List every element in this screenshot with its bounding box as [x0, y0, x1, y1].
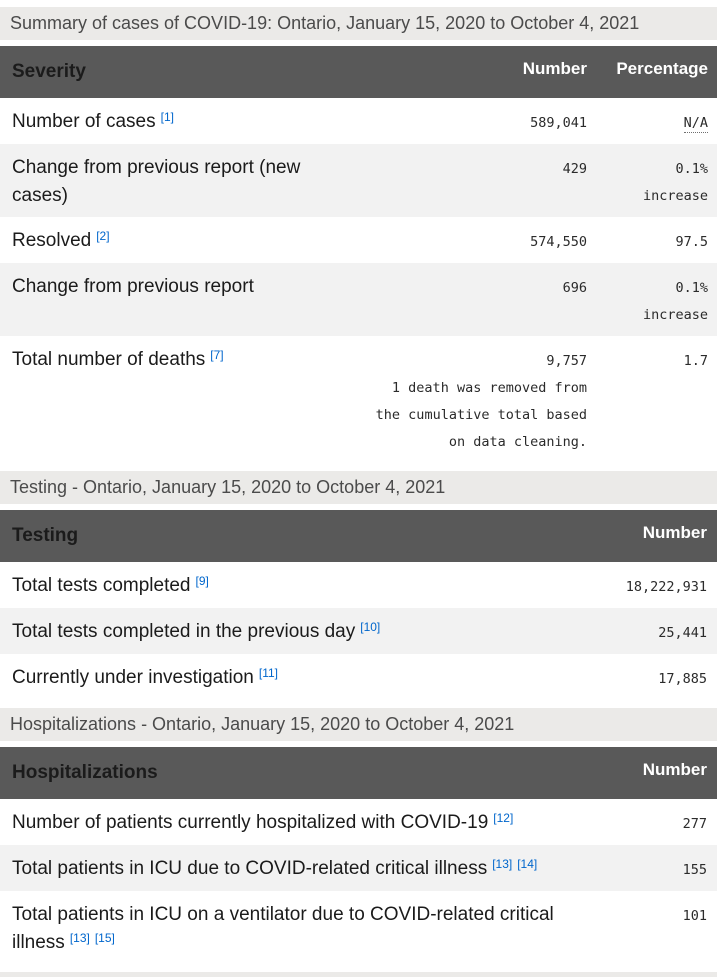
table-row-total-deaths: Total number of deaths [7] 9,757 1 death …	[0, 336, 717, 463]
header-cell-hospitalizations: Hospitalizations	[12, 762, 158, 783]
row-number-value: 9,757	[546, 353, 587, 369]
footnote-marker: [14]	[517, 857, 537, 871]
hospitalizations-table-header-row: Hospitalizations Number	[0, 747, 717, 799]
footnote-link-1[interactable]: [1]	[160, 110, 174, 124]
summary-of-cases-section: Summary of cases of COVID-19: Ontario, J…	[0, 7, 717, 463]
row-label: Total number of deaths	[12, 349, 206, 370]
row-number-value: 574,550	[530, 234, 587, 250]
footnote-link-7[interactable]: [7]	[210, 348, 224, 362]
summary-table-header-row: Severity Number Percentage	[0, 46, 717, 98]
footnote-link-10[interactable]: [10]	[360, 620, 381, 634]
table-row-change-previous-report: Change from previous report 696 0.1% inc…	[0, 263, 717, 336]
footnote-link-11[interactable]: [11]	[258, 666, 278, 680]
footnote-marker: [1]	[161, 110, 174, 124]
footnote-marker: [2]	[96, 229, 109, 243]
row-number-value: 25,441	[658, 625, 707, 641]
table-row-change-new-cases: Change from previous report (new cases) …	[0, 144, 717, 217]
testing-section-caption: Testing - Ontario, January 15, 2020 to O…	[0, 471, 717, 504]
hospitalizations-section: Hospitalizations - Ontario, January 15, …	[0, 708, 717, 964]
footnote-marker: [12]	[493, 811, 513, 825]
header-cell-number: Number	[642, 760, 707, 779]
row-number-value: 101	[682, 908, 707, 924]
footnote-marker: [15]	[95, 931, 115, 945]
row-percentage-value: 97.5	[675, 234, 708, 250]
table-row-resolved: Resolved [2] 574,550 97.5	[0, 217, 717, 263]
row-number-value: 277	[682, 816, 707, 832]
table-row-icu-patients: Total patients in ICU due to COVID-relat…	[0, 845, 717, 891]
row-label: Total tests completed	[12, 575, 191, 596]
row-number-value: 17,885	[658, 671, 707, 687]
testing-table-header-row: Testing Number	[0, 510, 717, 562]
footnote-link-2[interactable]: [2]	[96, 229, 110, 243]
table-row-number-of-cases: Number of cases [1] 589,041 N/A	[0, 98, 717, 144]
row-label: Total patients in ICU on a ventilator du…	[12, 904, 554, 953]
row-percentage-value: 1.7	[683, 353, 708, 369]
table-row-tests-previous-day: Total tests completed in the previous da…	[0, 608, 717, 654]
row-label: Total tests completed in the previous da…	[12, 621, 356, 642]
header-cell-number: Number	[522, 59, 587, 78]
summary-section-caption: Summary of cases of COVID-19: Ontario, J…	[0, 7, 717, 40]
header-cell-percentage: Percentage	[616, 59, 708, 78]
row-number-value: 155	[682, 862, 707, 878]
footnote-marker: [9]	[195, 574, 208, 588]
table-row-under-investigation: Currently under investigation [11] 17,885	[0, 654, 717, 700]
table-row-currently-hospitalized: Number of patients currently hospitalize…	[0, 799, 717, 845]
header-cell-testing: Testing	[12, 525, 79, 546]
testing-section: Testing - Ontario, January 15, 2020 to O…	[0, 471, 717, 700]
not-applicable-abbreviation: N/A	[683, 115, 708, 133]
deaths-data-cleaning-note: 1 death was removed from the cumulative …	[375, 380, 587, 450]
row-percentage-value: 0.1% increase	[642, 161, 708, 204]
summary-table-body: Number of cases [1] 589,041 N/A Change fr…	[0, 98, 717, 463]
row-number-value: 429	[562, 161, 587, 177]
footnote-link-13[interactable]: [13]	[492, 857, 513, 871]
hospitalizations-table-body: Number of patients currently hospitalize…	[0, 799, 717, 964]
next-section-caption-cutoff	[0, 972, 717, 977]
testing-table-body: Total tests completed [9] 18,222,931 Tota…	[0, 562, 717, 700]
footnote-marker: [13]	[70, 931, 90, 945]
table-row-total-tests: Total tests completed [9] 18,222,931	[0, 562, 717, 608]
row-percentage-value: 0.1% increase	[642, 280, 708, 323]
row-label: Resolved	[12, 230, 92, 251]
footnote-marker: [11]	[259, 666, 278, 680]
header-cell-severity: Severity	[12, 61, 86, 82]
row-label: Total patients in ICU due to COVID-relat…	[12, 858, 488, 879]
footnote-marker: [7]	[210, 348, 223, 362]
footnote-marker: [10]	[360, 620, 380, 634]
row-label: Number of patients currently hospitalize…	[12, 812, 489, 833]
footnote-link-12[interactable]: [12]	[493, 811, 514, 825]
row-number-value: 18,222,931	[625, 579, 707, 595]
footnote-link-14[interactable]: [14]	[517, 857, 538, 871]
row-label: Change from previous report (new cases)	[12, 157, 301, 206]
hospitalizations-section-caption: Hospitalizations - Ontario, January 15, …	[0, 708, 717, 741]
header-cell-number: Number	[642, 523, 707, 542]
footnote-link-15[interactable]: [15]	[94, 931, 115, 945]
footnote-link-9[interactable]: [9]	[195, 574, 209, 588]
footnote-marker: [13]	[492, 857, 512, 871]
table-row-icu-ventilator-patients: Total patients in ICU on a ventilator du…	[0, 891, 717, 964]
row-label: Currently under investigation	[12, 667, 254, 688]
row-label: Change from previous report	[12, 276, 254, 297]
row-number-value: 696	[562, 280, 587, 296]
footnote-link-13b[interactable]: [13]	[69, 931, 90, 945]
row-label: Number of cases	[12, 111, 156, 132]
row-number-value: 589,041	[530, 115, 587, 131]
